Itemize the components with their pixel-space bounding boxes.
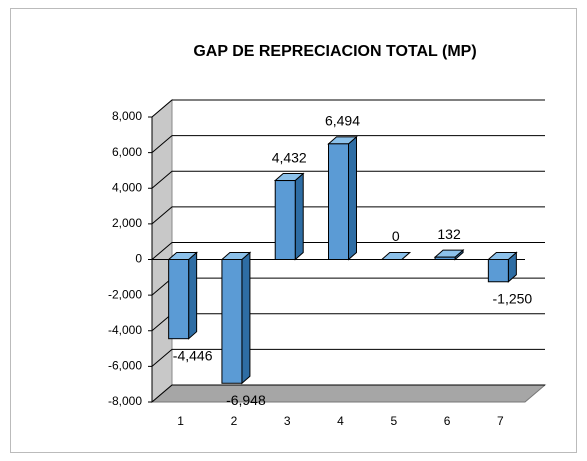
x-tick-label: 2 xyxy=(231,414,238,428)
y-tick-label: 2,000 xyxy=(112,216,142,230)
bar xyxy=(274,180,296,260)
value-label: -6,948 xyxy=(226,392,266,408)
y-tick-label: 0 xyxy=(135,252,142,266)
bar xyxy=(487,259,509,283)
bar-side xyxy=(348,135,357,261)
bar-top xyxy=(380,252,412,260)
y-tick-label: -2,000 xyxy=(108,287,142,301)
value-label: 132 xyxy=(437,226,461,242)
bar xyxy=(221,259,243,384)
grid-line xyxy=(151,384,545,403)
bar-side xyxy=(241,251,251,385)
grid-line xyxy=(151,206,545,225)
grid-line xyxy=(151,99,545,118)
y-tick-label: 4,000 xyxy=(112,180,142,194)
x-tick-label: 6 xyxy=(444,414,451,428)
y-tick-label: -6,000 xyxy=(108,359,142,373)
y-tick-label: -4,000 xyxy=(108,323,142,337)
grid-line xyxy=(151,170,545,189)
value-label: 4,432 xyxy=(272,149,307,165)
x-tick-label: 3 xyxy=(284,414,291,428)
chart-title: GAP DE REPRECIACION TOTAL (MP) xyxy=(193,43,476,60)
y-tick-label: 8,000 xyxy=(112,109,142,123)
x-tick-label: 7 xyxy=(497,414,504,428)
bar-side xyxy=(294,172,304,261)
y-tick-label: -8,000 xyxy=(108,394,142,408)
grid-line xyxy=(151,242,545,260)
y-tick-label: 6,000 xyxy=(112,145,142,159)
x-tick-label: 5 xyxy=(390,414,397,428)
x-tick-label: 4 xyxy=(337,414,344,428)
value-label: -1,250 xyxy=(493,290,533,306)
bar xyxy=(168,259,190,340)
value-label: 6,494 xyxy=(325,113,360,129)
value-label: -4,446 xyxy=(173,347,213,363)
bar-side xyxy=(188,251,198,340)
floor xyxy=(150,384,547,403)
bar xyxy=(434,256,456,260)
grid-line xyxy=(151,135,545,154)
grid-line xyxy=(151,348,545,367)
bar xyxy=(328,143,349,260)
x-tick-label: 1 xyxy=(177,414,184,428)
value-label: 0 xyxy=(392,228,400,244)
